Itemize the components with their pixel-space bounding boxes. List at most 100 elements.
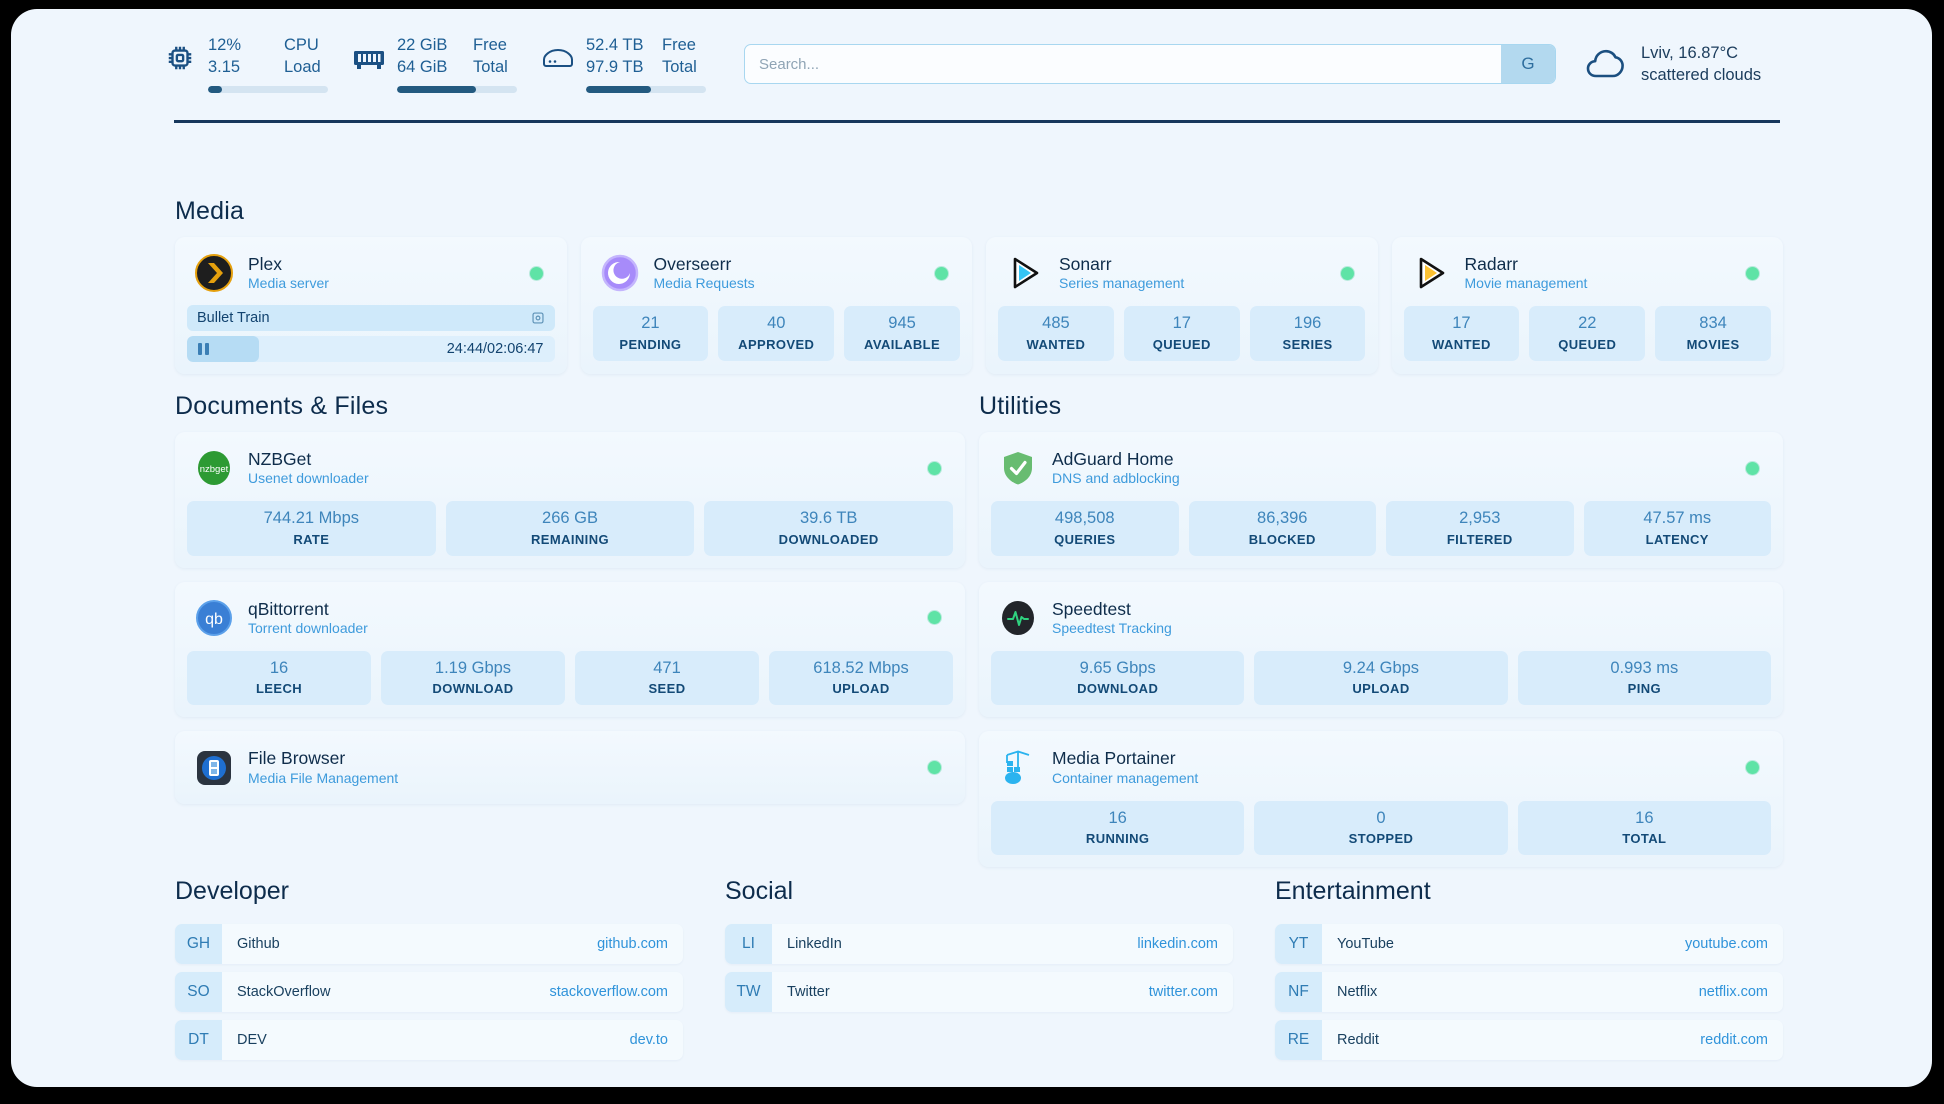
stat-tile: 1.19 Gbps DOWNLOAD — [381, 651, 565, 706]
stat-label: LATENCY — [1645, 531, 1709, 547]
section-title-utilities: Utilities — [979, 392, 1062, 420]
disk-usage-bar — [586, 85, 706, 93]
weather-widget: Lviv, 16.87°C scattered clouds — [1582, 42, 1822, 87]
weather-location-temp: Lviv, 16.87°C — [1641, 43, 1739, 62]
service-subtitle: Torrent downloader — [248, 620, 368, 637]
cloud-icon — [1582, 42, 1628, 86]
stat-tile: 498,508 QUERIES — [991, 501, 1179, 556]
sonarr-icon — [1006, 254, 1044, 292]
duration-time: 02:06:47 — [487, 341, 544, 358]
service-card-overseerr[interactable]: Overseerr Media Requests 21 PENDING 40 A… — [580, 237, 972, 375]
stat-label: SEED — [648, 681, 686, 697]
stat-value: 471 — [653, 659, 681, 678]
stat-value: 2,953 — [1459, 509, 1501, 528]
bookmark-url: dev.to — [629, 1032, 668, 1048]
stat-tile: 17 WANTED — [1403, 306, 1520, 361]
service-card-adguard-home[interactable]: AdGuard Home DNS and adblocking 498,508 … — [979, 432, 1783, 568]
stat-tile: 17 QUEUED — [1123, 306, 1240, 361]
stat-tile: 196 SERIES — [1249, 306, 1366, 361]
stat-label: DOWNLOADED — [778, 531, 879, 547]
now-playing-progress[interactable]: 24:44/02:06:47 — [187, 336, 555, 363]
cpu-icon — [163, 41, 197, 75]
stat-label: LEECH — [255, 681, 303, 697]
memory-label-bottom: Total — [473, 58, 508, 76]
dashboard-page: 12% 3.15 CPU Load — [11, 9, 1932, 1087]
bookmark-item[interactable]: SO StackOverflow stackoverflow.com — [175, 972, 683, 1012]
stat-tile: 39.6 TB DOWNLOADED — [704, 501, 954, 556]
service-card-speedtest[interactable]: Speedtest Speedtest Tracking 9.65 Gbps D… — [979, 581, 1783, 718]
stat-value: 196 — [1293, 314, 1322, 333]
bookmark-item[interactable]: RE Reddit reddit.com — [1275, 1020, 1783, 1060]
stat-tile: 485 WANTED — [998, 306, 1114, 361]
gear-icon[interactable] — [531, 311, 545, 325]
pause-icon[interactable] — [198, 343, 209, 356]
bookmark-group-entertainment: Entertainment YT YouTube youtube.com NF … — [1275, 877, 1783, 1068]
stat-label: APPROVED — [738, 336, 815, 352]
stat-label: PENDING — [619, 336, 682, 352]
stat-label: RATE — [293, 531, 330, 547]
search-input[interactable] — [745, 45, 1501, 83]
service-name: File Browser — [248, 748, 346, 769]
memory-free-value: 22 GiB — [397, 36, 448, 55]
stat-value: 40 — [767, 314, 786, 333]
header-bar: 12% 3.15 CPU Load — [11, 9, 1932, 119]
weather-description: scattered clouds — [1641, 66, 1762, 84]
bookmark-abbr: TW — [725, 972, 772, 1012]
bookmark-abbr: SO — [175, 972, 222, 1012]
stat-label: SERIES — [1282, 336, 1333, 352]
service-card-radarr[interactable]: Radarr Movie management 17 WANTED 22 QUE… — [1391, 237, 1783, 375]
stat-label: WANTED — [1026, 336, 1086, 352]
bookmark-item[interactable]: NF Netflix netflix.com — [1275, 972, 1783, 1012]
service-name: NZBGet — [248, 449, 312, 469]
disk-free-value: 52.4 TB — [586, 36, 644, 55]
stat-label: PING — [1627, 681, 1662, 697]
search-bar[interactable]: G — [744, 44, 1556, 84]
stat-tile: 9.65 Gbps DOWNLOAD — [991, 651, 1245, 706]
stat-label: QUERIES — [1054, 531, 1116, 547]
bookmark-url: reddit.com — [1700, 1032, 1768, 1048]
stat-value: 266 GB — [542, 509, 598, 528]
filebrowser-icon — [195, 749, 233, 787]
bookmark-abbr: YT — [1275, 924, 1322, 964]
bookmark-abbr: DT — [175, 1020, 222, 1060]
bookmark-abbr: LI — [725, 924, 772, 964]
service-subtitle: Media Requests — [653, 275, 755, 292]
service-name: qBittorrent — [248, 598, 329, 619]
service-card-media-portainer[interactable]: Media Portainer Container management 16 … — [979, 731, 1783, 868]
bookmark-name: Reddit — [1337, 1032, 1379, 1048]
service-subtitle: Series management — [1059, 275, 1185, 292]
bookmark-url: linkedin.com — [1137, 936, 1218, 952]
service-card-file-browser[interactable]: File Browser Media File Management — [175, 731, 965, 804]
service-name: Media Portainer — [1052, 748, 1176, 769]
radarr-icon — [1412, 254, 1450, 292]
service-card-plex[interactable]: Plex Media server Bullet Train 24:44/02:… — [175, 237, 567, 375]
service-card-sonarr[interactable]: Sonarr Series management 485 WANTED 17 Q… — [986, 237, 1378, 375]
cpu-label-bottom: Load — [284, 58, 321, 76]
search-submit-button[interactable]: G — [1501, 45, 1555, 83]
service-subtitle: Speedtest Tracking — [1052, 620, 1172, 637]
bookmark-item[interactable]: TW Twitter twitter.com — [725, 972, 1233, 1012]
status-indicator — [1340, 266, 1354, 280]
service-card-nzbget[interactable]: nzbget NZBGet Usenet downloader 744.21 M… — [175, 432, 965, 568]
stat-value: 744.21 Mbps — [263, 509, 360, 528]
bookmark-item[interactable]: GH Github github.com — [175, 924, 683, 964]
status-indicator — [529, 266, 543, 280]
bookmark-item[interactable]: LI LinkedIn linkedin.com — [725, 924, 1233, 964]
stat-label: DOWNLOAD — [1077, 681, 1159, 697]
bookmark-url: youtube.com — [1684, 936, 1768, 952]
service-card-qbittorrent[interactable]: qb qBittorrent Torrent downloader 16 LEE… — [175, 581, 965, 718]
memory-label-top: Free — [473, 36, 507, 55]
service-name: Sonarr — [1059, 254, 1112, 274]
bookmark-abbr: NF — [1275, 972, 1322, 1012]
cpu-load-value: 3.15 — [208, 58, 241, 76]
utilities-card-column: AdGuard Home DNS and adblocking 498,508 … — [979, 432, 1783, 868]
overseerr-icon — [601, 254, 639, 292]
stat-label: TOTAL — [1622, 831, 1667, 847]
stat-label: UPLOAD — [1352, 681, 1410, 697]
bookmark-item[interactable]: YT YouTube youtube.com — [1275, 924, 1783, 964]
service-subtitle: Media File Management — [248, 769, 399, 786]
bookmark-item[interactable]: DT DEV dev.to — [175, 1020, 683, 1060]
adguard-icon — [999, 449, 1037, 487]
bookmark-name: YouTube — [1337, 936, 1394, 952]
stat-label: WANTED — [1432, 336, 1491, 352]
